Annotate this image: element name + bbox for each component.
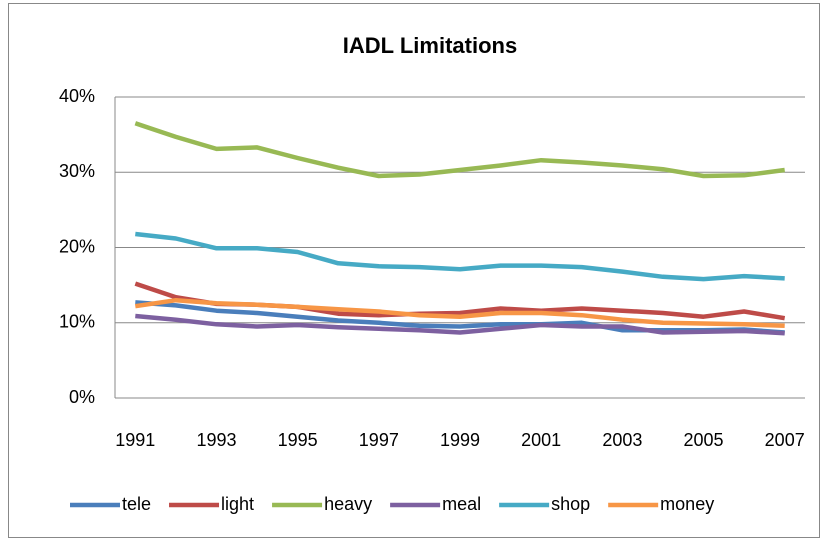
chart-border xyxy=(8,3,820,538)
series-line xyxy=(134,121,785,179)
legend-label: light xyxy=(221,494,254,514)
legend-label: meal xyxy=(442,494,481,514)
chart-title: IADL Limitations xyxy=(343,33,517,58)
series-line xyxy=(135,231,785,282)
x-tick-label: 2003 xyxy=(602,430,642,450)
y-tick-label: 10% xyxy=(59,312,95,332)
y-tick-label: 30% xyxy=(59,161,95,181)
x-tick-label: 1993 xyxy=(196,430,236,450)
legend-label: heavy xyxy=(324,494,372,514)
legend-label: money xyxy=(660,494,714,514)
series-line xyxy=(134,297,785,329)
x-tick-label: 2007 xyxy=(765,430,805,450)
y-tick-label: 20% xyxy=(59,236,95,256)
x-tick-label: 1999 xyxy=(440,430,480,450)
x-tick-label: 1997 xyxy=(359,430,399,450)
legend-label: tele xyxy=(122,494,151,514)
y-tick-label: 0% xyxy=(69,387,95,407)
x-tick-label: 1991 xyxy=(115,430,155,450)
series-line xyxy=(135,313,785,336)
y-tick-label: 40% xyxy=(59,86,95,106)
x-tick-label: 2005 xyxy=(684,430,724,450)
legend-label: shop xyxy=(551,494,590,514)
x-tick-label: 2001 xyxy=(521,430,561,450)
x-tick-label: 1995 xyxy=(278,430,318,450)
